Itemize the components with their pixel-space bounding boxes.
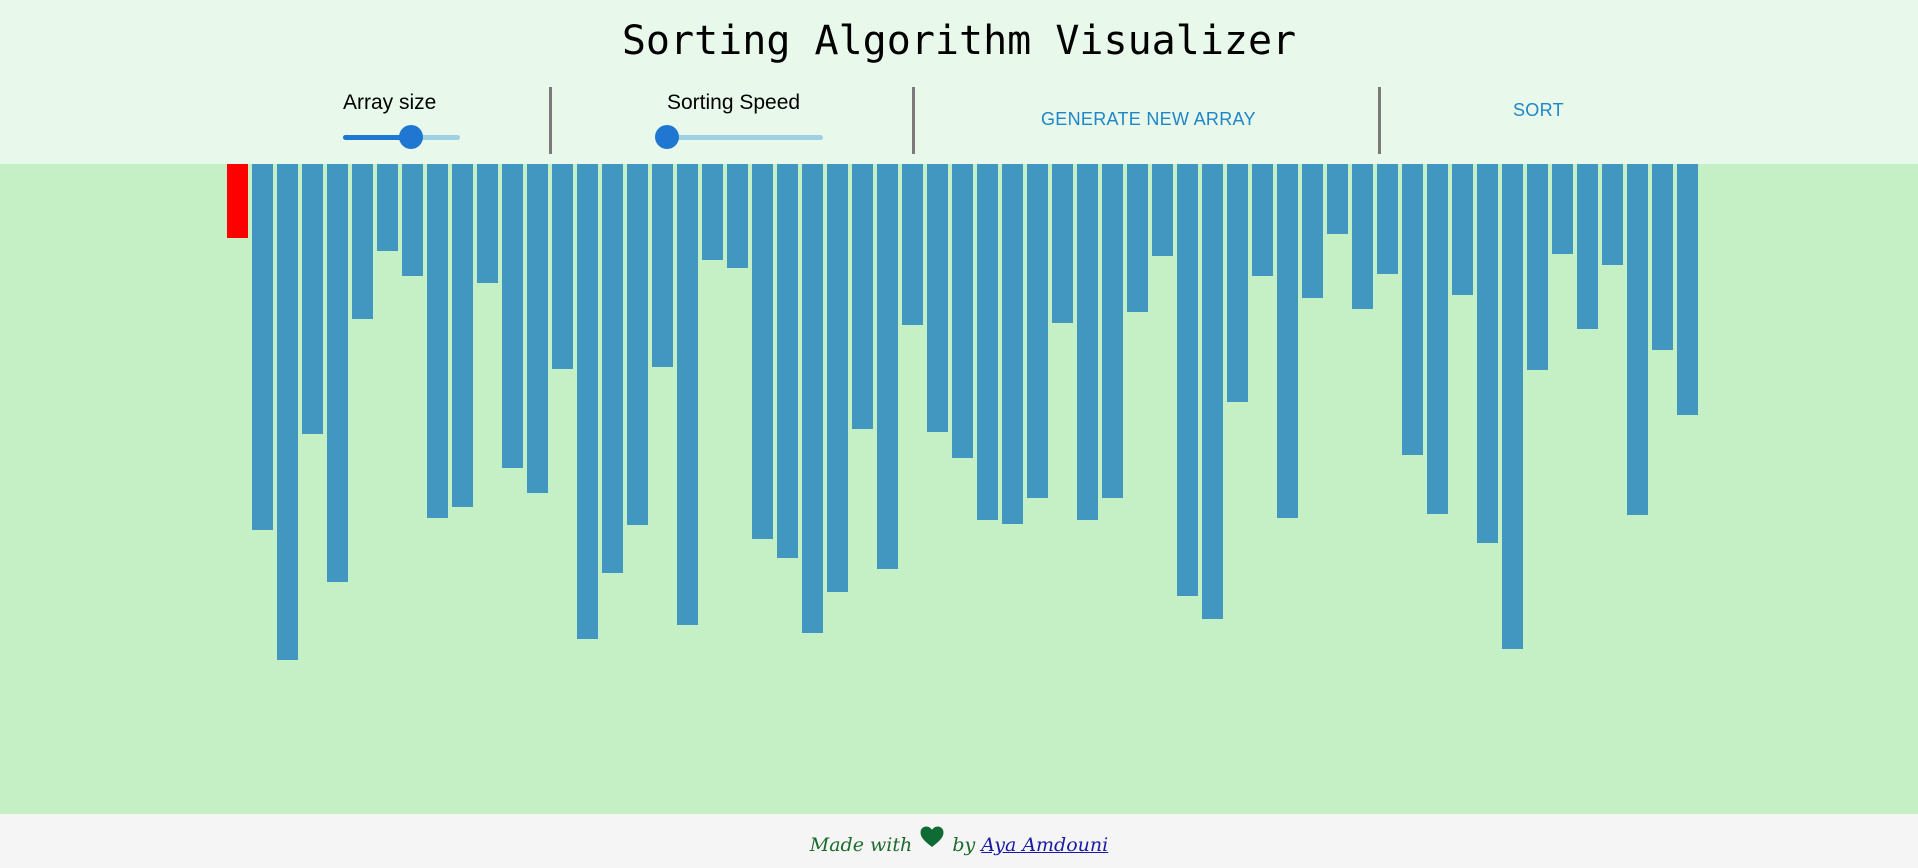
- array-bar: [452, 164, 473, 507]
- array-bar: [327, 164, 348, 582]
- footer: Made with by Aya Amdouni: [0, 814, 1918, 868]
- sorting-speed-label: Sorting Speed: [667, 91, 801, 114]
- array-bar: [977, 164, 998, 520]
- array-bar: [1227, 164, 1248, 402]
- array-bar: [1627, 164, 1648, 515]
- divider: [912, 87, 915, 154]
- array-bar: [1002, 164, 1023, 524]
- by-text: by: [952, 834, 976, 856]
- sorting-speed-slider[interactable]: [655, 125, 823, 149]
- array-bar: [477, 164, 498, 283]
- array-bar: [902, 164, 923, 325]
- array-bar: [952, 164, 973, 458]
- array-bar: [302, 164, 323, 434]
- array-bar: [502, 164, 523, 468]
- array-bar: [702, 164, 723, 260]
- array-bar: [1202, 164, 1223, 619]
- array-bar: [727, 164, 748, 268]
- array-bar: [577, 164, 598, 639]
- sorting-speed-thumb[interactable]: [655, 125, 679, 149]
- array-bar: [1077, 164, 1098, 520]
- array-bar: [1152, 164, 1173, 256]
- made-with-text: Made with: [809, 834, 913, 856]
- heart-icon: [920, 811, 944, 868]
- array-bar: [652, 164, 673, 367]
- array-bar: [852, 164, 873, 429]
- array-bar: [1677, 164, 1698, 415]
- array-bar: [352, 164, 373, 319]
- array-bar: [1552, 164, 1573, 254]
- divider: [549, 87, 552, 154]
- array-bar: [1527, 164, 1548, 370]
- array-bar: [427, 164, 448, 518]
- array-bar: [927, 164, 948, 432]
- array-bar: [1177, 164, 1198, 596]
- array-bar: [627, 164, 648, 525]
- array-size-label: Array size: [343, 91, 437, 114]
- sorting-speed-rail: [667, 135, 823, 140]
- array-bar: [1602, 164, 1623, 265]
- array-bar: [602, 164, 623, 573]
- array-bar: [552, 164, 573, 369]
- array-bar: [227, 164, 248, 238]
- array-bar: [1577, 164, 1598, 329]
- array-bar: [1127, 164, 1148, 312]
- array-bar: [802, 164, 823, 633]
- array-bar: [1652, 164, 1673, 350]
- array-bar: [677, 164, 698, 625]
- array-size-slider[interactable]: [343, 125, 460, 149]
- array-size-thumb[interactable]: [399, 125, 423, 149]
- array-bar: [1377, 164, 1398, 274]
- divider: [1378, 87, 1381, 154]
- page-title: Sorting Algorithm Visualizer: [621, 18, 1297, 64]
- author-link[interactable]: Aya Amdouni: [981, 834, 1109, 856]
- array-bar: [1477, 164, 1498, 543]
- generate-new-array-button[interactable]: GENERATE NEW ARRAY: [1041, 109, 1256, 129]
- array-bar: [877, 164, 898, 569]
- array-bar: [1027, 164, 1048, 498]
- array-size-track: [343, 135, 411, 140]
- array-bar: [1302, 164, 1323, 298]
- array-bar: [1102, 164, 1123, 498]
- array-bar: [1327, 164, 1348, 234]
- array-bar: [1352, 164, 1373, 309]
- array-bar: [527, 164, 548, 493]
- sort-button[interactable]: SORT: [1513, 100, 1564, 120]
- array-bar: [402, 164, 423, 276]
- array-bars-area: [0, 164, 1918, 814]
- array-bar: [1402, 164, 1423, 455]
- array-bar: [1052, 164, 1073, 323]
- array-bar: [827, 164, 848, 592]
- array-bar: [377, 164, 398, 251]
- header: Sorting Algorithm Visualizer Array size …: [0, 0, 1918, 164]
- array-bar: [1427, 164, 1448, 514]
- array-bar: [1452, 164, 1473, 295]
- array-bar: [777, 164, 798, 558]
- array-bar: [1502, 164, 1523, 649]
- array-bar: [277, 164, 298, 660]
- array-bar: [752, 164, 773, 539]
- array-bar: [1277, 164, 1298, 518]
- array-bar: [1252, 164, 1273, 276]
- array-bar: [252, 164, 273, 530]
